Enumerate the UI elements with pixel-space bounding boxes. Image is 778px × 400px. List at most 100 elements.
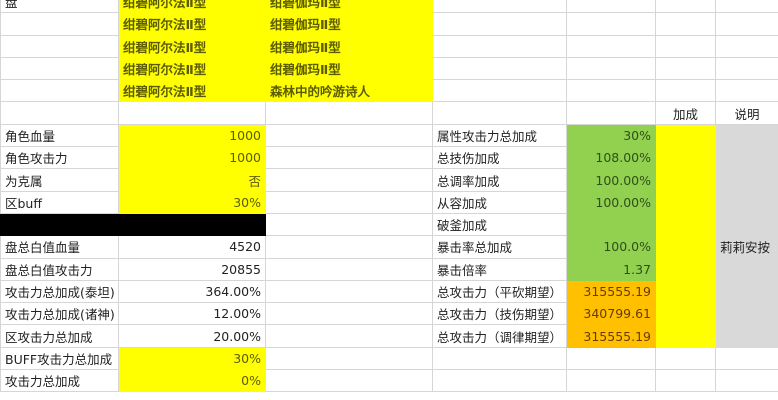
cell-e14[interactable]: 315555.19: [566, 279, 656, 304]
cell-b10[interactable]: 30%: [118, 190, 266, 214]
cell-e7[interactable]: 30%: [566, 123, 656, 148]
cell-f7[interactable]: [655, 123, 716, 148]
cell-d2[interactable]: [432, 12, 567, 36]
cell-g15[interactable]: [715, 302, 778, 326]
cell-g3[interactable]: [715, 34, 778, 58]
cell-a17[interactable]: BUFF攻击力总加成: [0, 346, 119, 371]
cell-a9[interactable]: 为克属: [0, 168, 119, 192]
cell-c5[interactable]: 森林中的吟游诗人: [265, 79, 433, 103]
cell-f15[interactable]: [655, 302, 716, 326]
cell-b8[interactable]: 1000: [118, 146, 266, 170]
cell-a3[interactable]: [0, 34, 119, 58]
cell-g17[interactable]: [715, 346, 778, 371]
cell-f16[interactable]: [655, 324, 716, 348]
cell-f5[interactable]: [655, 79, 716, 103]
cell-b13[interactable]: 20855: [118, 257, 266, 281]
cell-d4[interactable]: [432, 56, 567, 81]
cell-a7[interactable]: 角色血量: [0, 123, 119, 148]
cell-d1[interactable]: [432, 0, 567, 14]
cell-f14[interactable]: [655, 279, 716, 304]
cell-b2[interactable]: 绀碧阿尔法Ⅱ型: [118, 12, 266, 36]
cell-f2[interactable]: [655, 12, 716, 36]
cell-e8[interactable]: 108.00%: [566, 146, 656, 170]
cell-e1[interactable]: [566, 0, 656, 14]
cell-d17[interactable]: [432, 346, 567, 371]
cell-e2[interactable]: [566, 12, 656, 36]
cell-a5[interactable]: [0, 79, 119, 103]
cell-b14[interactable]: 364.00%: [118, 279, 266, 304]
cell-d14[interactable]: 总攻击力（平砍期望）: [432, 279, 567, 304]
cell-c7[interactable]: [265, 123, 433, 148]
cell-e6[interactable]: [566, 101, 656, 125]
cell-b12[interactable]: 4520: [118, 235, 266, 259]
cell-d13[interactable]: 暴击倍率: [432, 257, 567, 281]
cell-c13[interactable]: [265, 257, 433, 281]
cell-a16[interactable]: 区攻击力总加成: [0, 324, 119, 348]
cell-e18[interactable]: [566, 369, 656, 393]
cell-a2[interactable]: [0, 12, 119, 36]
cell-d8[interactable]: 总技伤加成: [432, 146, 567, 170]
cell-b7[interactable]: 1000: [118, 123, 266, 148]
cell-a13[interactable]: 盘总白值攻击力: [0, 257, 119, 281]
cell-f1[interactable]: [655, 0, 716, 14]
cell-a15[interactable]: 攻击力总加成(诸神): [0, 302, 119, 326]
cell-g1[interactable]: [715, 0, 778, 14]
cell-b15[interactable]: 12.00%: [118, 302, 266, 326]
cell-f9[interactable]: [655, 168, 716, 192]
cell-c10[interactable]: [265, 190, 433, 214]
cell-b16[interactable]: 20.00%: [118, 324, 266, 348]
cell-c16[interactable]: [265, 324, 433, 348]
cell-c2[interactable]: 绀碧伽玛Ⅱ型: [265, 12, 433, 36]
cell-d10[interactable]: 从容加成: [432, 190, 567, 214]
cell-e3[interactable]: [566, 34, 656, 58]
cell-d6[interactable]: [432, 101, 567, 125]
cell-c3[interactable]: 绀碧伽玛Ⅱ型: [265, 34, 433, 58]
cell-f3[interactable]: [655, 34, 716, 58]
cell-g4[interactable]: [715, 56, 778, 81]
cell-g13[interactable]: [715, 257, 778, 281]
cell-g12[interactable]: 莉莉安按: [715, 235, 778, 259]
cell-f10[interactable]: [655, 190, 716, 214]
cell-d7[interactable]: 属性攻击力总加成: [432, 123, 567, 148]
cell-d12[interactable]: 暴击率总加成: [432, 235, 567, 259]
cell-c9[interactable]: [265, 168, 433, 192]
cell-e10[interactable]: 100.00%: [566, 190, 656, 214]
cell-e11[interactable]: [566, 212, 656, 237]
cell-a11[interactable]: [0, 212, 119, 237]
cell-d3[interactable]: [432, 34, 567, 58]
cell-g2[interactable]: [715, 12, 778, 36]
cell-e17[interactable]: [566, 346, 656, 371]
cell-a1[interactable]: 盘: [0, 0, 119, 14]
cell-d5[interactable]: [432, 79, 567, 103]
cell-d16[interactable]: 总攻击力（调律期望）: [432, 324, 567, 348]
cell-e4[interactable]: [566, 56, 656, 81]
cell-g16[interactable]: [715, 324, 778, 348]
cell-g8[interactable]: [715, 146, 778, 170]
cell-f11[interactable]: [655, 212, 716, 237]
cell-b6[interactable]: [118, 101, 266, 125]
cell-f18[interactable]: [655, 369, 716, 393]
cell-b3[interactable]: 绀碧阿尔法Ⅱ型: [118, 34, 266, 58]
cell-d9[interactable]: 总调率加成: [432, 168, 567, 192]
cell-c18[interactable]: [265, 369, 433, 393]
cell-c6[interactable]: [265, 101, 433, 125]
cell-a12[interactable]: 盘总白值血量: [0, 235, 119, 259]
cell-c12[interactable]: [265, 235, 433, 259]
cell-e16[interactable]: 315555.19: [566, 324, 656, 348]
cell-f12[interactable]: [655, 235, 716, 259]
cell-b11[interactable]: [118, 212, 266, 237]
cell-g18[interactable]: [715, 369, 778, 393]
cell-a6[interactable]: [0, 101, 119, 125]
cell-f17[interactable]: [655, 346, 716, 371]
cell-g10[interactable]: [715, 190, 778, 214]
cell-a10[interactable]: 区buff: [0, 190, 119, 214]
cell-c11[interactable]: [265, 212, 433, 237]
cell-b1[interactable]: 绀碧阿尔法Ⅱ型: [118, 0, 266, 14]
cell-c4[interactable]: 绀碧伽玛Ⅱ型: [265, 56, 433, 81]
cell-c17[interactable]: [265, 346, 433, 371]
cell-d15[interactable]: 总攻击力（技伤期望）: [432, 302, 567, 326]
cell-g6[interactable]: 说明: [715, 101, 778, 125]
cell-g7[interactable]: [715, 123, 778, 148]
cell-g14[interactable]: [715, 279, 778, 304]
cell-g5[interactable]: [715, 79, 778, 103]
